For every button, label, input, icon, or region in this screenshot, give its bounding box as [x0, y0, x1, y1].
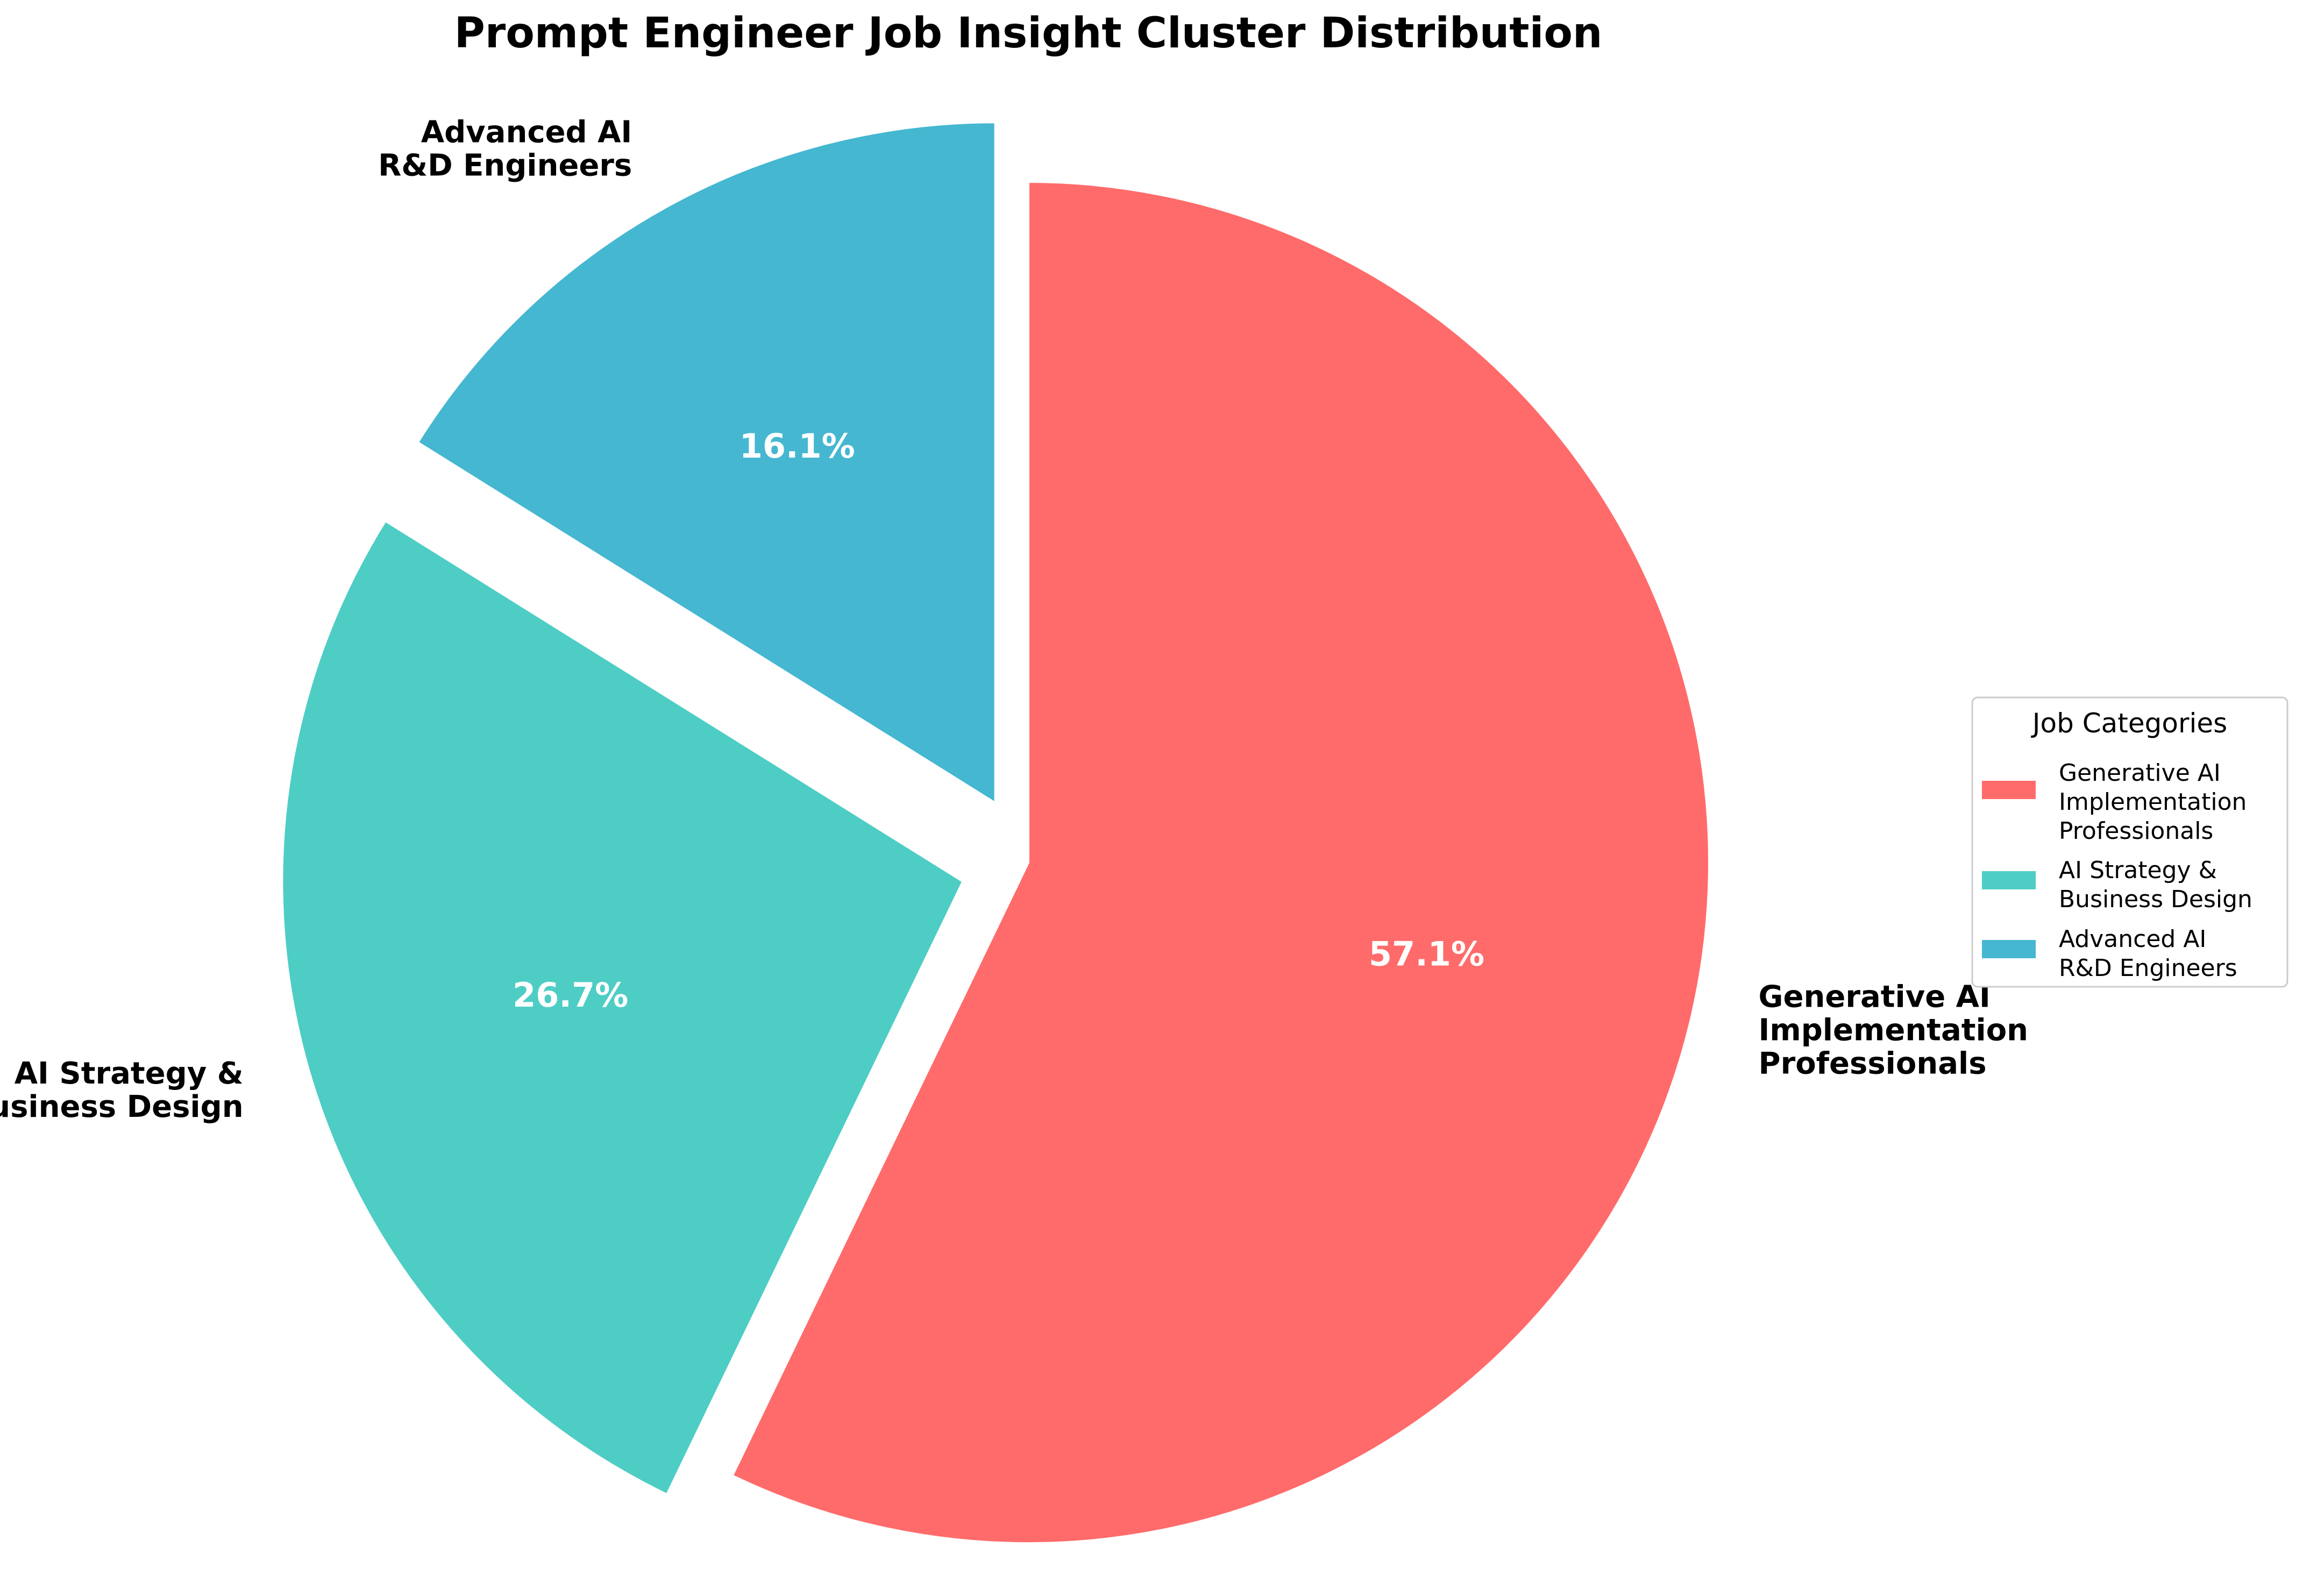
slice-percentage-labels: 57.1% 26.7% 16.1% [513, 426, 1484, 1015]
slice-percentage-label-2: 26.7% [513, 975, 628, 1015]
slice-outer-label-3: Advanced AI R&D Engineers [378, 115, 632, 183]
pie-slice-1 [731, 180, 1710, 1544]
slice-percentage-label-3: 16.1% [740, 426, 855, 466]
slice-outer-labels: Generative AI Implementation Professionals… [0, 115, 2028, 1124]
legend-title: Job Categories [2031, 708, 2227, 739]
legend: Job Categories Generative AI Implementati… [1971, 696, 2288, 988]
legend-frame [1971, 696, 2288, 988]
chart-title: Prompt Engineer Job Insight Cluster Dist… [454, 9, 1603, 58]
slice-percentage-label-1: 57.1% [1369, 934, 1484, 973]
pie-slice-2 [281, 519, 964, 1496]
legend-items: Generative AI Implementation Professionals… [1982, 759, 2252, 982]
legend-swatch-3 [1982, 940, 2036, 958]
legend-label-3: Advanced AI R&D Engineers [2059, 925, 2237, 982]
legend-label-2: AI Strategy & Business Design [2059, 857, 2252, 913]
legend-swatch-2 [1982, 871, 2036, 889]
pie-slice-3 [416, 121, 997, 805]
slice-outer-label-2: AI Strategy &Business Design [0, 1056, 244, 1124]
legend-label-1: Generative AI Implementation Professionals [2059, 759, 2247, 845]
pie-slices [281, 121, 1710, 1544]
slice-outer-label-1: Generative AI Implementation Professionals [1759, 979, 2029, 1081]
legend-swatch-1 [1982, 781, 2036, 799]
